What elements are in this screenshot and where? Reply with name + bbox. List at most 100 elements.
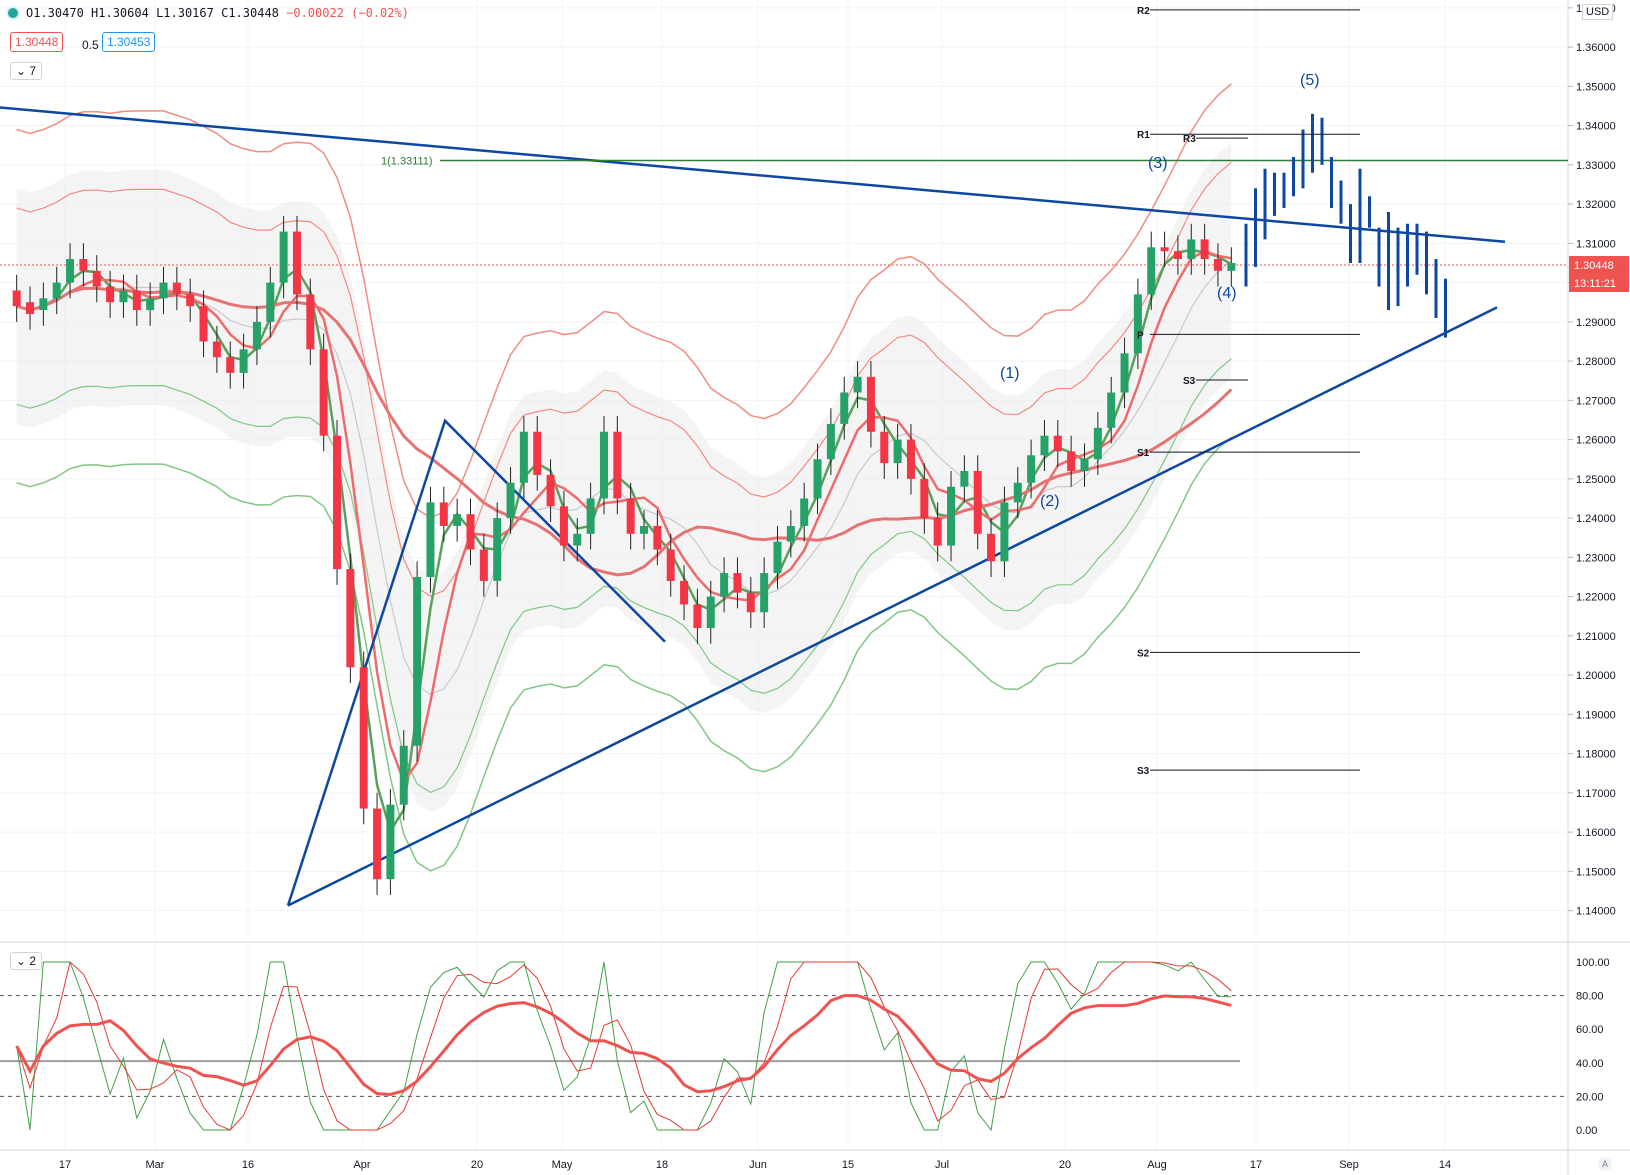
osc-tick-label: 20.00 xyxy=(1576,1091,1604,1103)
candle-body xyxy=(1147,247,1156,295)
candle-body xyxy=(146,298,155,311)
pivot-label: P xyxy=(1137,330,1144,341)
candle-body xyxy=(586,498,595,534)
fast-ma xyxy=(16,248,1232,833)
candle-body xyxy=(680,580,689,605)
candle-body xyxy=(79,259,88,271)
osc-tick-label: 80.00 xyxy=(1576,991,1604,1003)
time-tick-label: 20 xyxy=(1059,1159,1071,1171)
candle-body xyxy=(52,282,61,299)
candle-body xyxy=(172,282,181,295)
price-tick-label: 1.31000 xyxy=(1576,238,1616,250)
candle-body xyxy=(1187,239,1196,260)
price-tick-label: 1.26000 xyxy=(1576,435,1616,447)
osc-tick-label: 0.00 xyxy=(1576,1125,1597,1137)
candle-body xyxy=(333,435,342,570)
pivot-label: R2 xyxy=(1137,6,1150,17)
candle-body xyxy=(1080,459,1089,471)
price-tick-label: 1.29000 xyxy=(1576,317,1616,329)
bollinger-bands xyxy=(16,83,1233,872)
osc-k-line xyxy=(16,961,1232,1132)
price-tag-value: 1.30448 xyxy=(1574,260,1614,272)
wave-label: (2) xyxy=(1040,493,1060,510)
pivot-levels: R2 R1 R3 P S3 S1 S2 S3 xyxy=(1137,6,1360,777)
wave-label: (3) xyxy=(1148,155,1168,172)
slow-ma xyxy=(16,249,1232,783)
price-tick-label: 1.22000 xyxy=(1576,592,1616,604)
candle-body xyxy=(1133,294,1142,354)
currency-label[interactable]: USD xyxy=(1582,4,1614,20)
candle-body xyxy=(880,431,889,464)
wave-labels: (1) (2) (3) (4) (5) xyxy=(1000,72,1320,510)
candle-body xyxy=(786,525,795,542)
lower-band-outer xyxy=(16,436,1232,872)
candle-body xyxy=(39,298,48,311)
candle-body xyxy=(1107,392,1116,428)
time-tick-label: Aug xyxy=(1147,1159,1167,1171)
candle-body xyxy=(359,667,368,809)
candle-body xyxy=(373,808,382,880)
candle-body xyxy=(720,573,729,597)
candle-body xyxy=(1213,259,1222,271)
time-tick-label: Apr xyxy=(353,1159,370,1171)
candle-body xyxy=(1013,482,1022,503)
price-tick-label: 1.35000 xyxy=(1576,81,1616,93)
candle-body xyxy=(840,392,849,424)
osc-tick-label: 60.00 xyxy=(1576,1024,1604,1036)
wave-label: (1) xyxy=(1000,365,1020,382)
price-tick-label: 1.28000 xyxy=(1576,356,1616,368)
osc-d-line xyxy=(16,961,1232,1131)
main-pane-count: 7 xyxy=(29,64,37,78)
wave-label: (5) xyxy=(1300,72,1320,89)
time-tick-label: 17 xyxy=(1250,1159,1262,1171)
main-pane-indicators-toggle[interactable]: ⌄ 7 xyxy=(10,62,43,80)
close-value: C1.30448 xyxy=(221,6,279,20)
candles xyxy=(12,215,1236,895)
upper-band-outer xyxy=(16,83,1232,519)
candle-body xyxy=(773,541,782,574)
candle-body xyxy=(1040,435,1049,456)
pivot-label: S2 xyxy=(1137,648,1150,659)
candle-body xyxy=(186,294,195,307)
candle-body xyxy=(493,518,502,581)
time-tick-label: May xyxy=(552,1159,573,1171)
candle-body xyxy=(760,573,769,613)
candle-body xyxy=(906,439,915,479)
sell-price-button[interactable]: 1.30448 xyxy=(10,32,64,52)
time-tick-label: 14 xyxy=(1439,1159,1451,1171)
osc-tick-label: 100.00 xyxy=(1576,957,1610,969)
candle-body xyxy=(533,431,542,475)
candle-body xyxy=(119,290,128,303)
candle-body xyxy=(733,573,742,593)
time-tick-label: Sep xyxy=(1339,1159,1359,1171)
ohlc-legend: O1.30470 H1.30604 L1.30167 C1.30448 −0.0… xyxy=(6,6,409,20)
candle-body xyxy=(559,506,568,546)
ohlc-values: O1.30470 H1.30604 L1.30167 C1.30448 −0.0… xyxy=(26,6,409,20)
price-tag xyxy=(1569,256,1629,275)
candle-body xyxy=(1093,427,1102,460)
time-tick-label: Jun xyxy=(749,1159,767,1171)
candle-body xyxy=(1120,353,1129,393)
candle-body xyxy=(479,549,488,581)
candle-body xyxy=(266,282,275,322)
osc-pane-indicators-toggle[interactable]: ⌄ 2 xyxy=(10,952,43,970)
candle-body xyxy=(893,439,902,464)
buy-price-button[interactable]: 1.30453 xyxy=(102,32,156,52)
candle-body xyxy=(66,259,75,283)
candle-body xyxy=(800,498,809,526)
candle-body xyxy=(573,533,582,546)
candle-body xyxy=(439,502,448,526)
price-axis[interactable]: 1.14000 1.15000 1.16000 1.17000 1.18000 1.190… xyxy=(1568,3,1629,1137)
auto-scale-button[interactable]: A xyxy=(1598,1157,1612,1171)
candle-body xyxy=(226,357,235,373)
candle-body xyxy=(853,376,862,393)
candle-body xyxy=(92,270,101,287)
time-axis[interactable]: 17 Mar 16 Apr 20 May 18 Jun 15 Jul 20 Aug 17 Sep 14 xyxy=(59,1159,1451,1171)
candle-body xyxy=(973,471,982,534)
candle-body xyxy=(466,514,475,550)
candle-body xyxy=(666,549,675,581)
candle-body xyxy=(1000,502,1009,562)
candle-body xyxy=(546,474,555,507)
candle-body xyxy=(1173,251,1182,260)
